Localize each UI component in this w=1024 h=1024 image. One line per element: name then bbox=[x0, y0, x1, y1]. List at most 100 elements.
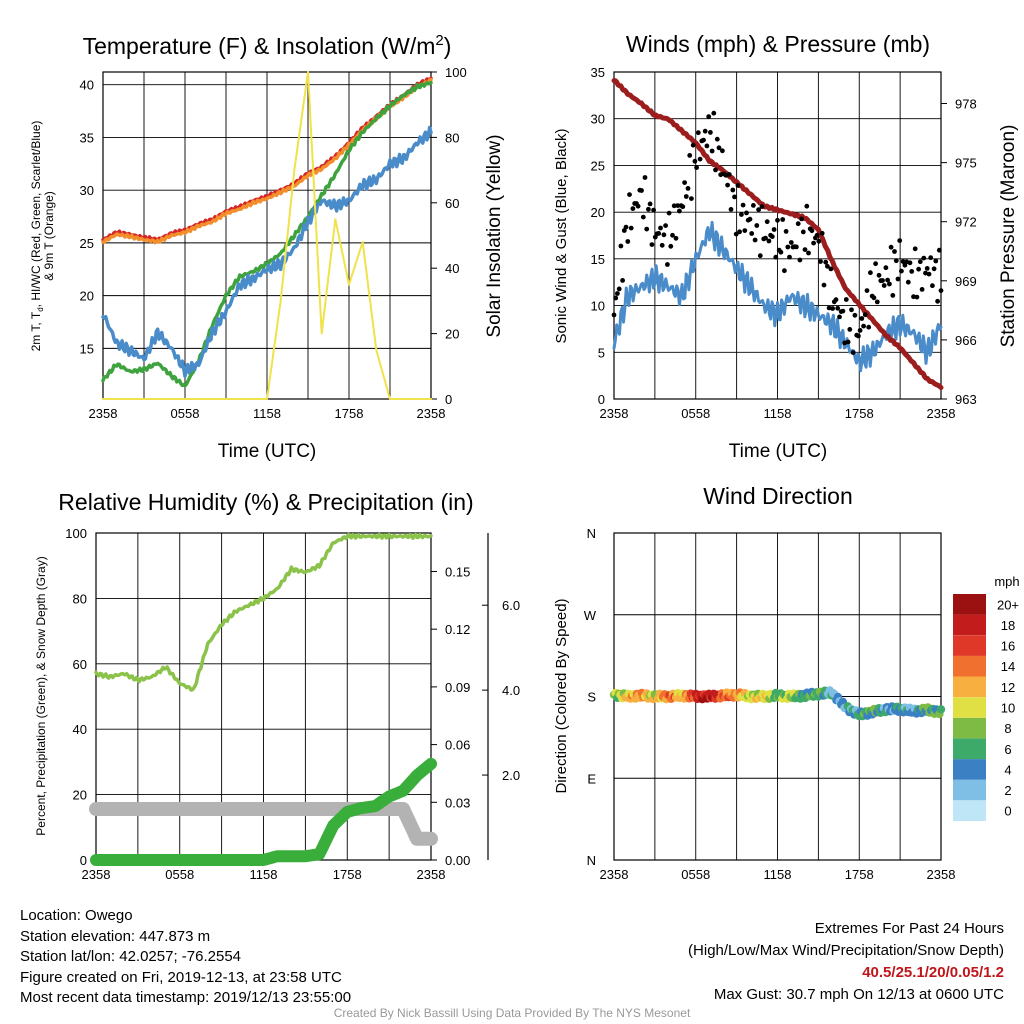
wind-panel-ytick-label: 30 bbox=[591, 112, 605, 127]
dir-panel-xtick-label: 1758 bbox=[845, 867, 874, 882]
colorbar-label: 12 bbox=[1001, 680, 1015, 695]
wind-gust-point bbox=[665, 262, 670, 267]
colorbar-label: 14 bbox=[1001, 659, 1015, 674]
wind-gust-point bbox=[701, 137, 706, 143]
wind-panel-xtick-label: 1758 bbox=[845, 406, 874, 421]
latlon-text: Station lat/lon: 42.0257; -76.2554 bbox=[20, 948, 242, 965]
wind-gust-point bbox=[744, 210, 749, 216]
wind-gust-point bbox=[788, 240, 794, 245]
colorbar-swatch bbox=[953, 676, 986, 698]
temp-chart-title: Temperature (F) & Insolation (W/m2) bbox=[83, 32, 452, 59]
temp-panel-y2tick-label: 0 bbox=[445, 392, 452, 407]
wind-gust-point bbox=[861, 323, 866, 329]
wind-gust-point bbox=[935, 298, 940, 304]
wind-gust-point bbox=[849, 307, 854, 313]
wind-gust-point bbox=[804, 203, 810, 209]
colorbar-swatch bbox=[953, 779, 986, 801]
colorbar-swatch bbox=[953, 717, 986, 739]
wind-gust-point bbox=[716, 145, 722, 151]
wind-gust-point bbox=[668, 243, 674, 249]
wind-gust-point bbox=[818, 259, 823, 264]
colorbar-label: 0 bbox=[1004, 804, 1011, 819]
snow-depth-tick-label: 6.0 bbox=[502, 598, 520, 613]
rh-panel-ytick-label: 40 bbox=[73, 722, 87, 737]
wind-gust-point bbox=[850, 350, 856, 355]
colorbar-label: 6 bbox=[1004, 742, 1011, 757]
wind-gust-point bbox=[757, 253, 763, 259]
rh-chart-title: Relative Humidity (%) & Precipitation (i… bbox=[58, 489, 473, 515]
wind-gust-point bbox=[742, 228, 748, 234]
wind-gust-point bbox=[611, 312, 617, 318]
temp-panel-ytick-label: 20 bbox=[80, 289, 94, 304]
wind-gust-point bbox=[764, 219, 770, 225]
wind-gust-point bbox=[749, 231, 755, 236]
wind-gust-point bbox=[663, 223, 668, 229]
rh-panel-y2tick-label: 0.03 bbox=[445, 795, 470, 810]
wind-gust-point bbox=[881, 283, 887, 288]
wind-gust-point bbox=[868, 270, 873, 276]
temp-panel-ytick-label: 35 bbox=[80, 130, 94, 145]
wind-gust-point bbox=[713, 167, 718, 173]
wind-gust-point bbox=[656, 231, 662, 236]
wind-gust-point bbox=[787, 254, 792, 260]
wind-gust-point bbox=[726, 172, 732, 177]
wind-gust-point bbox=[732, 194, 737, 200]
temp-panel-xtick-label: 0558 bbox=[171, 406, 200, 421]
wind-gust-point bbox=[697, 156, 703, 162]
wind-gust-point bbox=[659, 242, 665, 248]
wind-panel-ytick-label: 15 bbox=[591, 252, 605, 267]
extremes-block: Extremes For Past 24 Hours (High/Low/Max… bbox=[688, 918, 1004, 1006]
wind-gust-point bbox=[917, 259, 923, 265]
wind-gust-point bbox=[835, 305, 841, 311]
wind-gust-point bbox=[809, 228, 815, 234]
wind-gust-point bbox=[825, 263, 830, 269]
wind-gust-point bbox=[639, 188, 644, 193]
colorbar-title: mph bbox=[994, 574, 1019, 589]
wind-gust-point bbox=[628, 225, 634, 231]
colorbar-swatch bbox=[953, 655, 986, 677]
rh-panel-xtick-label: 1758 bbox=[333, 867, 362, 882]
wind-x-axis-label: Time (UTC) bbox=[729, 441, 828, 462]
temp-panel-y2tick-label: 20 bbox=[445, 327, 459, 342]
colorbar-swatch bbox=[953, 759, 986, 780]
wind-gust-point bbox=[916, 266, 921, 272]
location-text: Location: Owego bbox=[20, 907, 133, 924]
wind-panel-y2tick-label: 963 bbox=[955, 392, 977, 407]
wind-gust-point bbox=[778, 249, 784, 255]
wind-gust-point bbox=[689, 196, 694, 202]
colorbar-label: 8 bbox=[1004, 721, 1011, 736]
wind-gust-point bbox=[816, 238, 822, 244]
colorbar-label: 2 bbox=[1004, 783, 1011, 798]
wind-gust-point bbox=[687, 153, 693, 158]
extremes-legend: (High/Low/Max Wind/Precipitation/Snow De… bbox=[688, 942, 1004, 959]
colorbar-swatch bbox=[953, 800, 986, 821]
wind-gust-point bbox=[856, 333, 861, 339]
wind-gust-point bbox=[892, 249, 897, 254]
wind-gust-point bbox=[711, 110, 717, 116]
temp-panel-ytick-label: 40 bbox=[80, 78, 94, 93]
colorbar-swatch bbox=[953, 614, 986, 636]
wind-gust-point bbox=[799, 216, 804, 222]
wind-panel-ytick-label: 35 bbox=[591, 65, 605, 80]
colorbar-swatch bbox=[953, 738, 986, 760]
dir-panel-xtick-label: 0558 bbox=[681, 867, 710, 882]
wind-gust-point bbox=[658, 225, 663, 231]
wind-gust-point bbox=[775, 217, 780, 223]
colorbar-swatch bbox=[953, 594, 986, 615]
dir-chart-title: Wind Direction bbox=[703, 483, 853, 509]
wind-gust-point bbox=[905, 279, 911, 285]
timestamp-text: Most recent data timestamp: 2019/12/13 2… bbox=[20, 989, 352, 1006]
temp-panel-y2tick-label: 80 bbox=[445, 130, 459, 145]
rh-panel-y2tick-label: 0.15 bbox=[445, 564, 470, 579]
wind-gust-point bbox=[871, 295, 877, 301]
wind-panel-y2tick-label: 972 bbox=[955, 215, 977, 230]
wind-gust-point bbox=[685, 186, 691, 191]
wind-gust-point bbox=[890, 293, 896, 298]
wind-gust-point bbox=[888, 244, 894, 250]
wind-gust-point bbox=[620, 278, 625, 283]
snow-depth-tick-label: 2.0 bbox=[502, 768, 520, 783]
wind-gust-point bbox=[702, 128, 708, 134]
wind-gust-point bbox=[728, 207, 734, 212]
wind-gust-point bbox=[737, 229, 742, 235]
wind-gust-point bbox=[714, 136, 720, 142]
